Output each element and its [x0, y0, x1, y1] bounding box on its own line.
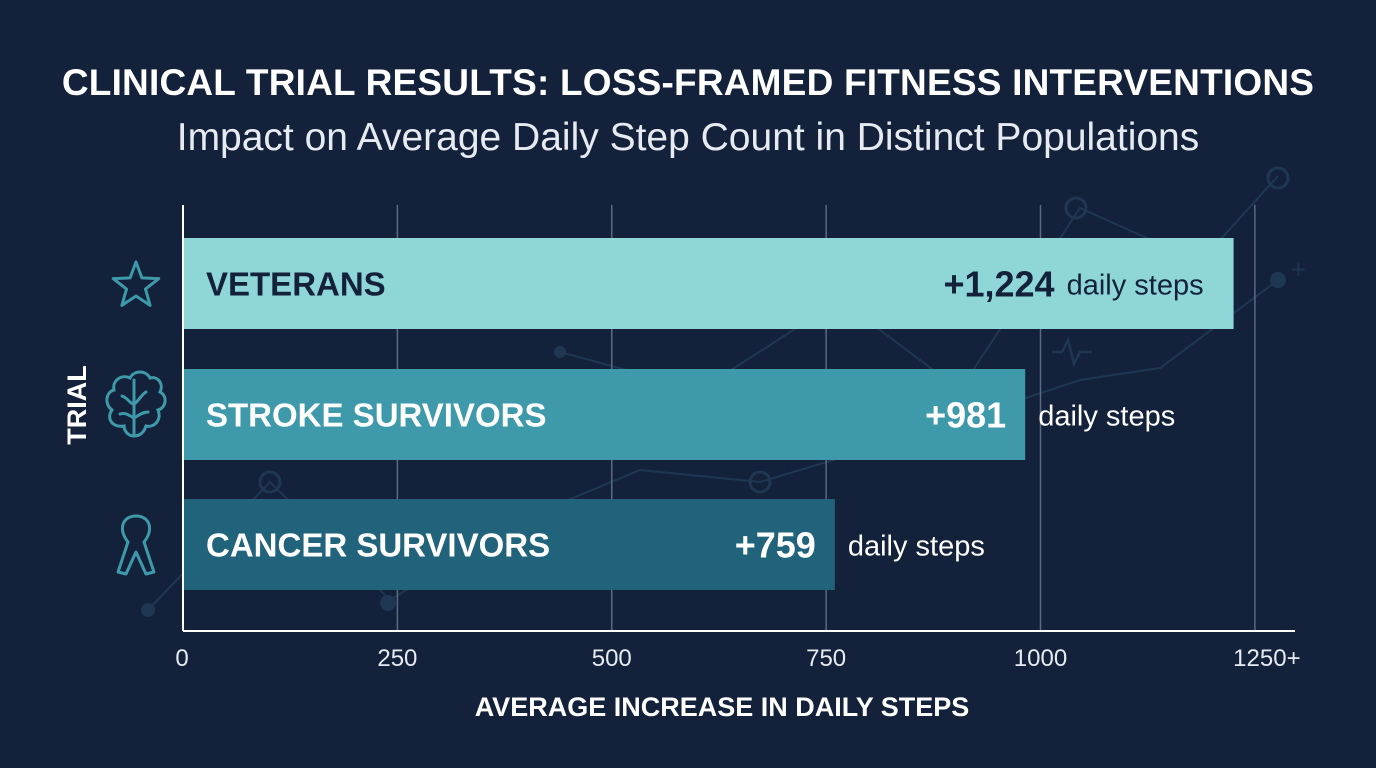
- bar-unit-label: daily steps: [848, 531, 985, 563]
- category-icons: [105, 260, 167, 576]
- x-axis-title: AVERAGE INCREASE IN DAILY STEPS: [475, 692, 970, 722]
- bar-value-label: +981: [925, 395, 1006, 436]
- x-tick-label: 750: [806, 645, 846, 672]
- x-tick-label: 0: [175, 645, 188, 672]
- bar: [184, 238, 1234, 329]
- bars: VETERANS +1,224 daily steps STROKE SURVIVOR…: [184, 238, 1234, 590]
- ribbon-icon: [116, 514, 156, 576]
- bar: [184, 499, 835, 590]
- chart-subtitle: Impact on Average Daily Step Count in Di…: [176, 116, 1200, 159]
- brain-icon: [105, 370, 167, 438]
- chart-title: CLINICAL TRIAL RESULTS: LOSS-FRAMED FITN…: [61, 62, 1315, 103]
- bar-value-label: +1,224: [943, 264, 1054, 305]
- bar: [184, 369, 1026, 460]
- axes: [182, 205, 1295, 632]
- bar-value-label: +759: [735, 525, 816, 566]
- svg-text:+: +: [1290, 257, 1307, 281]
- star-icon: [111, 260, 161, 307]
- x-tick-label: 250: [377, 645, 417, 672]
- x-tick-label: 500: [592, 645, 632, 672]
- bar-unit-label: daily steps: [1067, 270, 1204, 302]
- bar-category-label: VETERANS: [206, 266, 386, 303]
- y-axis-title: TRIAL: [62, 365, 92, 444]
- bar-category-label: STROKE SURVIVORS: [206, 397, 546, 434]
- x-tick-labels: 0 250 500 750 1000 1250+: [175, 645, 1300, 672]
- x-tick-label: 1000: [1014, 645, 1067, 672]
- bar-unit-label: daily steps: [1038, 401, 1175, 433]
- bar-category-label: CANCER SURVIVORS: [206, 527, 550, 564]
- x-tick-label: 1250+: [1233, 645, 1300, 672]
